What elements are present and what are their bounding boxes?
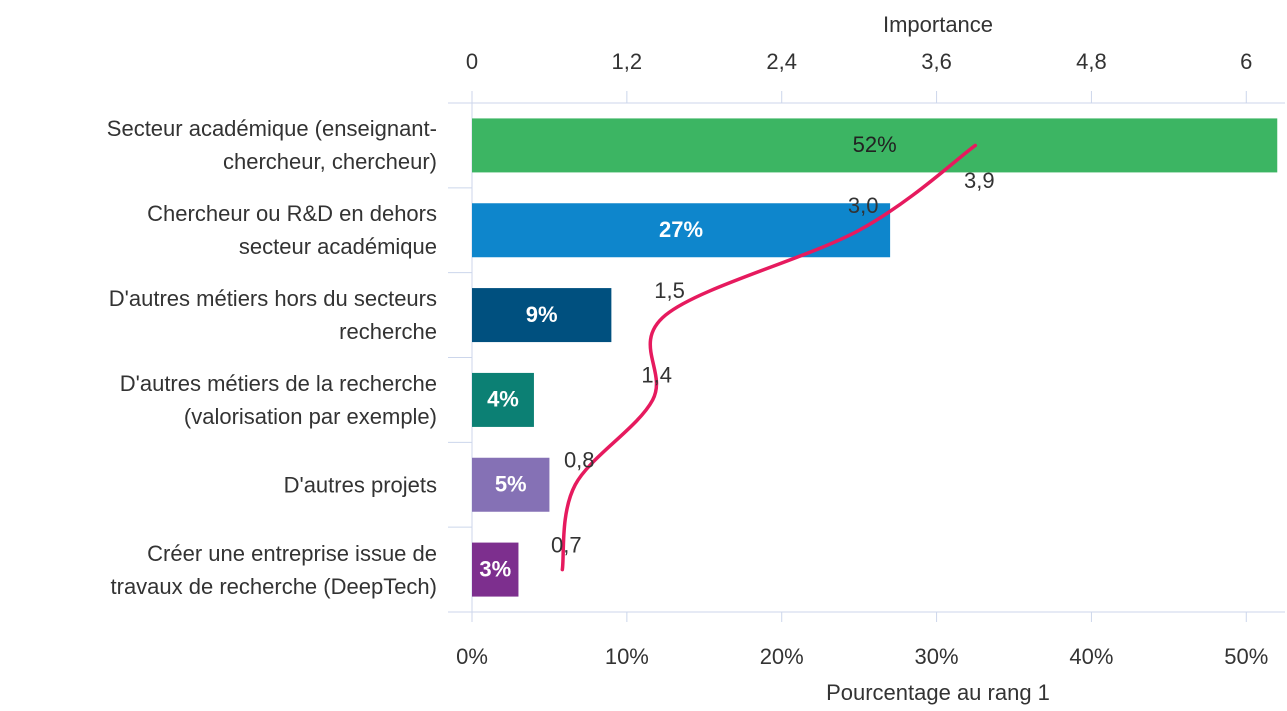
- bar-value-label: 9%: [526, 302, 558, 327]
- line-value-label: 0,7: [551, 532, 582, 557]
- category-label: Secteur académique (enseignant- chercheu…: [106, 116, 437, 175]
- x2-tick-label: 4,8: [1076, 49, 1107, 74]
- x-tick-label: 30%: [915, 644, 959, 669]
- bar: [472, 542, 519, 597]
- line-value-label: 0,8: [564, 448, 595, 473]
- bar-value-label: 5%: [495, 472, 527, 497]
- category-label: Créer une entreprise issue de travaux de…: [110, 540, 438, 599]
- x-tick-label: 20%: [760, 644, 804, 669]
- x-axis-title: Pourcentage au rang 1: [826, 680, 1050, 705]
- bar: [472, 118, 1278, 173]
- category-label: Chercheur ou R&D en dehors secteur acadé…: [147, 201, 437, 260]
- x2-tick-label: 2,4: [766, 49, 797, 74]
- bar: [472, 372, 534, 427]
- category-label: D'autres métiers hors du secteurs recher…: [108, 286, 437, 345]
- x-tick-label: 50%: [1224, 644, 1268, 669]
- bar: [472, 457, 550, 512]
- x2-axis-title: Importance: [883, 12, 993, 37]
- x2-tick-label: 0: [466, 49, 478, 74]
- category-label: D'autres projets: [283, 472, 437, 498]
- x2-tick-label: 3,6: [921, 49, 952, 74]
- bar-value-label: 52%: [853, 132, 897, 157]
- line-value-label: 3,0: [848, 193, 879, 218]
- bar-value-label: 3%: [479, 556, 511, 581]
- line-value-label: 1,5: [654, 278, 685, 303]
- bar-value-label: 27%: [659, 217, 703, 242]
- x2-tick-label: 1,2: [612, 49, 643, 74]
- bar-value-label: 4%: [487, 387, 519, 412]
- bar: [472, 288, 612, 343]
- category-label: D'autres métiers de la recherche (valori…: [119, 370, 437, 429]
- x-tick-label: 0%: [456, 644, 488, 669]
- x-tick-label: 10%: [605, 644, 649, 669]
- x-tick-label: 40%: [1069, 644, 1113, 669]
- line-value-label: 3,9: [964, 168, 995, 193]
- line: [560, 143, 978, 572]
- line-value-label: 1,4: [641, 363, 672, 388]
- x2-tick-label: 6: [1240, 49, 1252, 74]
